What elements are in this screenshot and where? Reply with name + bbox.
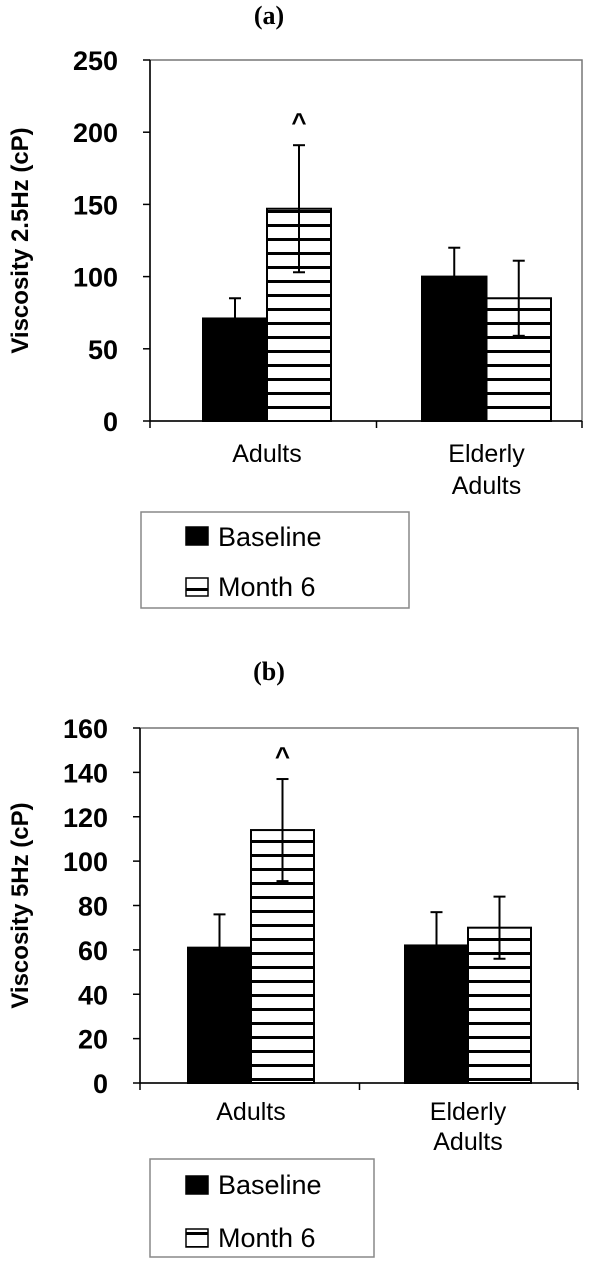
- y-tick-label: 20: [78, 1025, 108, 1055]
- y-tick-label: 50: [88, 335, 118, 365]
- x-tick-label: Elderly: [430, 1098, 507, 1126]
- y-tick-label: 150: [73, 190, 118, 220]
- y-tick-label: 120: [63, 803, 108, 833]
- y-tick-label: 100: [63, 847, 108, 877]
- legend-swatch: [185, 1175, 209, 1195]
- x-tick-label: Adults: [433, 1128, 502, 1156]
- chart-panel-b: (b) 0 20 40 60 80 100 120 140 160 Viscosity 5Hz (c…: [7, 657, 579, 1258]
- y-axis-label: Viscosity 5Hz (cP): [7, 802, 34, 1008]
- x-tick-label: Adults: [232, 440, 301, 468]
- x-tick-label: Adults: [452, 472, 521, 500]
- y-tick-label: 200: [73, 118, 118, 148]
- panel-label: (b): [253, 657, 285, 686]
- legend-swatch: [185, 577, 209, 597]
- y-tick-label: 40: [78, 980, 108, 1010]
- y-tick-label: 250: [73, 46, 118, 76]
- y-tick-label: 80: [78, 892, 108, 922]
- legend-label: Month 6: [218, 1223, 316, 1253]
- legend-label: Baseline: [218, 522, 322, 552]
- significance-marker: ^: [275, 741, 290, 771]
- y-tick-label: 60: [78, 936, 108, 966]
- y-tick-label: 0: [93, 1069, 108, 1099]
- panel-label: (a): [254, 1, 284, 30]
- chart-panel-a: (a) 0 50 100 150 200 250 Viscosity 2.5Hz (cP) Ad…: [7, 1, 583, 609]
- x-tick-label: Elderly: [448, 440, 525, 468]
- y-axis-label: Viscosity 2.5Hz (cP): [7, 127, 34, 353]
- y-tick-label: 100: [73, 263, 118, 293]
- x-tick-label: Adults: [216, 1098, 285, 1126]
- y-tick-label: 140: [63, 758, 108, 788]
- significance-marker: ^: [291, 107, 306, 137]
- y-tick-label: 160: [63, 714, 108, 744]
- legend-label: Baseline: [218, 1170, 322, 1200]
- legend-swatch: [185, 526, 209, 546]
- legend-swatch: [185, 1228, 209, 1248]
- legend-label: Month 6: [218, 572, 316, 602]
- y-tick-label: 0: [103, 407, 118, 437]
